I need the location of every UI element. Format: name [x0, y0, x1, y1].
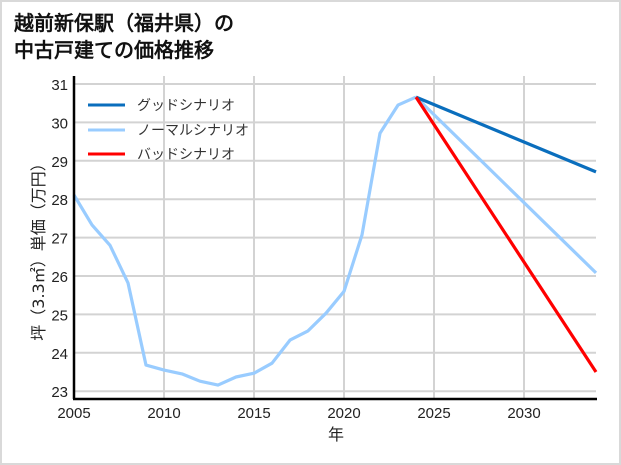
good-scenario-line	[415, 95, 597, 174]
chart-title: 越前新保駅（福井県）の 中古戸建ての価格推移	[14, 10, 234, 64]
y-tick-labels: 23 24 25 26 27 28 29 30 31	[51, 77, 68, 401]
x-tick-label: 2030	[507, 405, 540, 422]
y-tick-label: 24	[51, 346, 68, 363]
y-tick-label: 23	[51, 384, 68, 401]
y-tick-label: 28	[51, 192, 68, 209]
x-tick-label: 2010	[147, 405, 180, 422]
normal-scenario-line	[414, 95, 598, 275]
x-tick-labels: 2005 2010 2015 2020 2025 2030	[57, 405, 540, 422]
y-tick-label: 25	[51, 307, 68, 324]
y-axis-label: 坪（3.3㎡）単価（万円）	[29, 155, 48, 340]
chart-title-line1: 越前新保駅（福井県）の	[14, 11, 234, 35]
legend-item-bad: バッドシナリオ	[88, 147, 235, 163]
legend-label-good: グッドシナリオ	[137, 98, 235, 114]
y-tick-label: 27	[51, 231, 68, 248]
y-tick-label: 31	[51, 77, 68, 94]
bad-scenario-line	[414, 96, 598, 373]
legend-item-good: グッドシナリオ	[88, 98, 235, 114]
y-tick-label: 29	[51, 154, 68, 171]
data-series	[72, 95, 598, 387]
x-tick-label: 2005	[57, 405, 90, 422]
y-tick-label: 30	[51, 115, 68, 132]
historical-line	[72, 95, 417, 387]
x-tick-label: 2025	[417, 405, 450, 422]
x-tick-label: 2015	[237, 405, 270, 422]
x-axis-label: 年	[328, 425, 344, 444]
legend-label-normal: ノーマルシナリオ	[137, 123, 249, 139]
legend: グッドシナリオ ノーマルシナリオ バッドシナリオ	[88, 98, 249, 163]
axes	[72, 76, 597, 401]
x-tick-label: 2020	[327, 405, 360, 422]
legend-item-normal: ノーマルシナリオ	[88, 123, 249, 139]
y-tick-label: 26	[51, 269, 68, 286]
legend-label-bad: バッドシナリオ	[137, 147, 235, 163]
chart-title-line2: 中古戸建ての価格推移	[14, 38, 214, 62]
grid-lines	[74, 76, 596, 399]
